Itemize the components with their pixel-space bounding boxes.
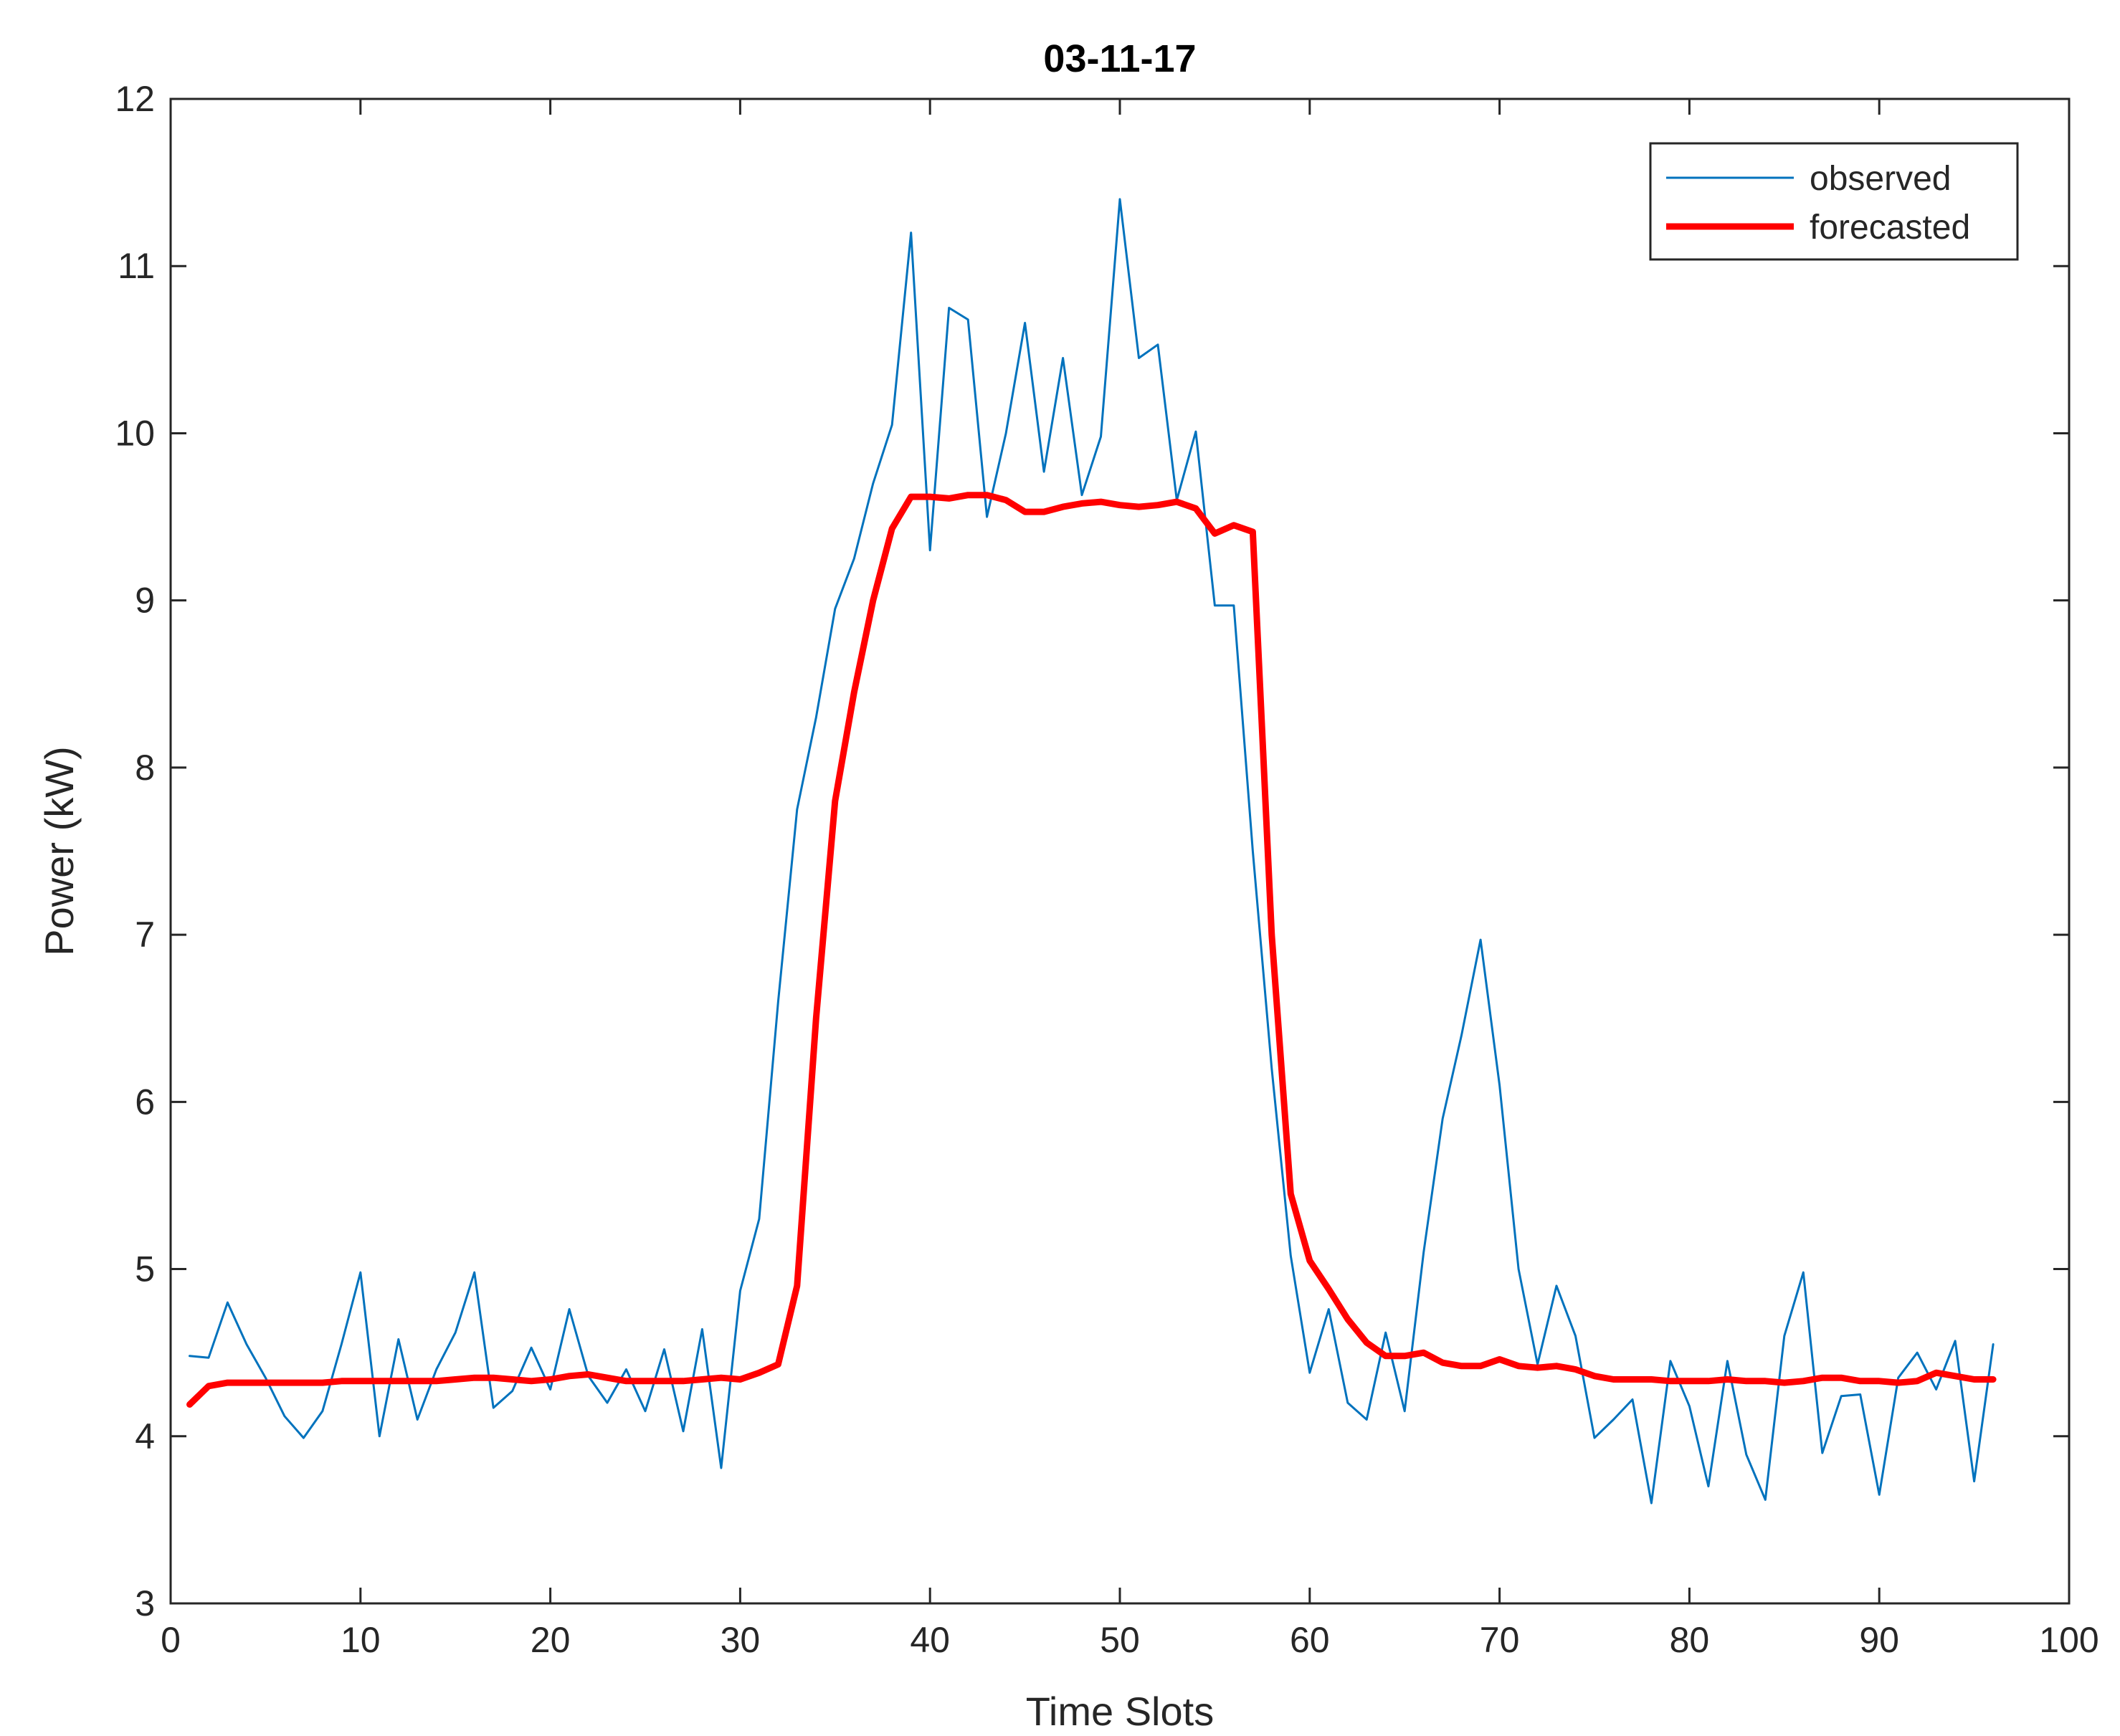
x-tick-label: 50 xyxy=(1100,1620,1140,1660)
x-tick-label: 80 xyxy=(1670,1620,1710,1660)
legend: observed forecasted xyxy=(1649,142,2019,261)
y-axis-label: Power (kW) xyxy=(37,746,82,955)
x-tick-label: 100 xyxy=(2039,1620,2098,1660)
y-tick-label: 12 xyxy=(115,79,155,119)
x-tick-label: 30 xyxy=(721,1620,761,1660)
series-layer xyxy=(186,198,1997,1504)
y-tick-label: 6 xyxy=(135,1082,155,1122)
series-line-observed xyxy=(189,198,1995,1504)
y-tick-label: 7 xyxy=(135,915,155,955)
y-tick-label: 8 xyxy=(135,748,155,788)
y-tick-label: 10 xyxy=(115,413,155,453)
x-axis: 0 10 20 30 40 50 60 70 80 90 100 xyxy=(161,99,2099,1660)
y-tick-label: 4 xyxy=(135,1416,155,1456)
x-tick-label: 0 xyxy=(161,1620,181,1660)
legend-box xyxy=(1649,142,2019,261)
legend-label-observed: observed xyxy=(1810,160,1951,198)
y-tick-label: 9 xyxy=(135,581,155,621)
x-tick-label: 20 xyxy=(531,1620,571,1660)
chart-title: 03-11-17 xyxy=(1043,37,1196,80)
x-axis-label: Time Slots xyxy=(1026,1689,1214,1734)
series-line-forecasted xyxy=(186,492,1997,1408)
y-tick-label: 5 xyxy=(135,1249,155,1289)
x-tick-label: 70 xyxy=(1480,1620,1520,1660)
y-axis: 3 4 5 6 7 8 9 10 11 12 xyxy=(115,79,2069,1623)
x-tick-label: 90 xyxy=(1859,1620,1899,1660)
x-tick-label: 40 xyxy=(910,1620,950,1660)
legend-label-forecasted: forecasted xyxy=(1810,209,1970,247)
y-tick-label: 11 xyxy=(118,246,155,286)
x-tick-label: 60 xyxy=(1290,1620,1330,1660)
y-tick-label: 3 xyxy=(135,1583,155,1623)
x-tick-label: 10 xyxy=(341,1620,381,1660)
